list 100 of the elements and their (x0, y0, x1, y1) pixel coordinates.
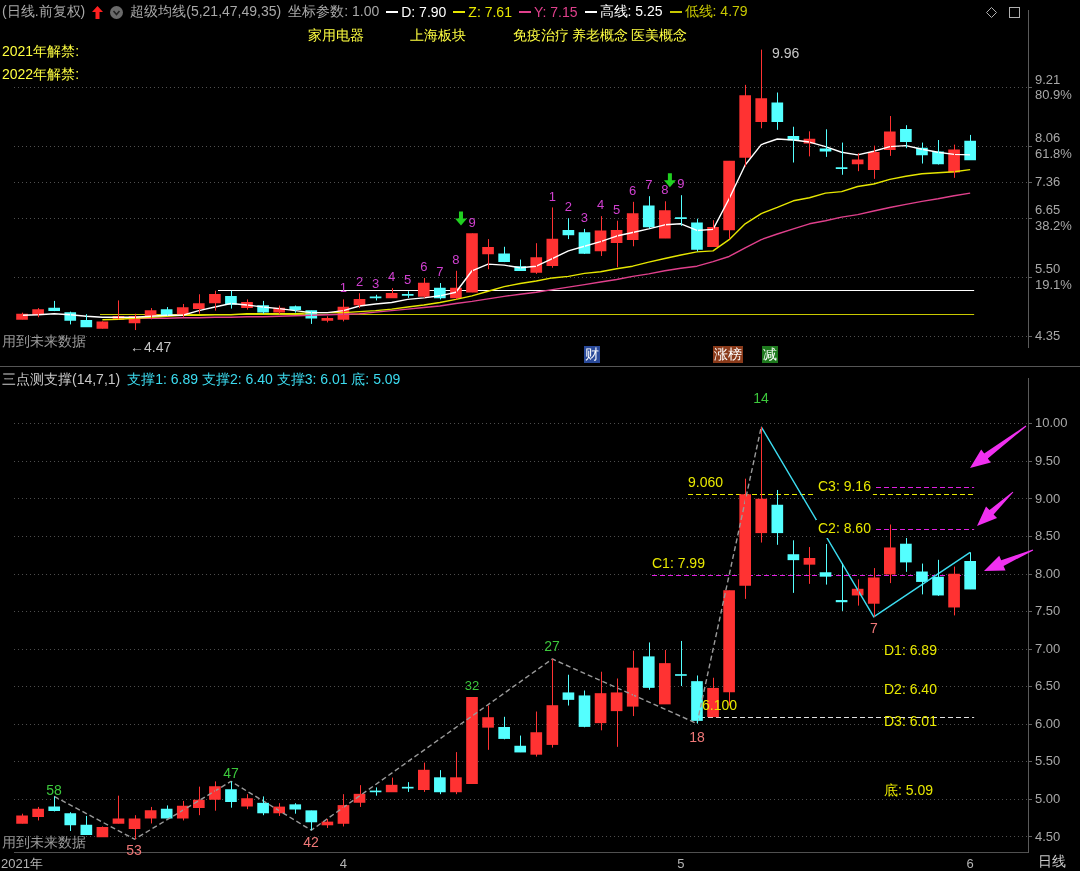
annotation: 53 (126, 842, 142, 859)
annotation: 42 (303, 834, 319, 851)
candlestick (964, 551, 976, 590)
y-tick-label: 6.50 (1035, 678, 1061, 694)
text: 日线 (1038, 853, 1066, 870)
candlestick (498, 716, 510, 740)
text: 1 (548, 188, 556, 204)
candlestick (900, 537, 912, 573)
y-tick-label: 8.00 (1035, 565, 1061, 581)
candlestick (241, 793, 253, 810)
candlestick (900, 124, 912, 149)
y-tick-label: 8.06 61.8% (1035, 130, 1073, 162)
text: 4 (388, 269, 396, 285)
candlestick (819, 128, 832, 158)
candlestick (530, 242, 543, 275)
y-tick-label: 6.65 38.2% (1035, 202, 1073, 234)
chart-title: 超级均线(5,21,47,49,35) (130, 3, 282, 21)
y-tick-label: 7.50 (1035, 603, 1061, 619)
legend-label: Y: 7.15 (532, 4, 578, 20)
candlestick (209, 780, 221, 812)
candlestick (401, 290, 414, 299)
text: 8 (452, 251, 460, 267)
legend-label: 高线: 5.25 (598, 3, 663, 21)
annotation: 47 (223, 765, 239, 782)
candlestick (707, 219, 719, 248)
annotation: D1: 6.89 (884, 642, 937, 659)
x-tick-label: 4 (339, 856, 348, 871)
legend-label: 低线: 4.79 (683, 3, 748, 21)
candlestick (675, 194, 687, 227)
ref-line-label: 9.060 (688, 474, 724, 491)
annotation: 9.96 (772, 45, 800, 62)
annotation: 14 (753, 390, 769, 407)
y-tick-label: 5.50 19.1% (1035, 261, 1073, 292)
candlestick (80, 313, 93, 328)
y-tick-label: 9.50 (1035, 453, 1061, 468)
annotation: 上海板块 (410, 27, 466, 44)
candlestick (562, 674, 575, 707)
annotation: 2022年解禁: (2, 66, 80, 83)
annotation: 财 (584, 346, 600, 363)
candlestick (498, 246, 510, 263)
candlestick (675, 640, 687, 687)
candlestick (305, 810, 318, 831)
candlestick (626, 201, 639, 247)
annotation: 坐标参数: 1.00 (288, 3, 380, 21)
chart-subtitle: (日线.前复权) (2, 3, 86, 21)
candlestick (932, 559, 944, 597)
annotation: 2021年解禁: (2, 43, 80, 60)
candlestick (642, 195, 655, 229)
candlestick (482, 238, 494, 270)
x-tick-label: 2021年 (1, 856, 44, 871)
candlestick (867, 145, 880, 180)
y-tick-label: 4.50 (1035, 828, 1061, 844)
candlestick (417, 277, 430, 299)
y-tick-label: 6.00 (1035, 715, 1061, 731)
candlestick (755, 49, 768, 129)
y-tick-label: 7.00 (1035, 640, 1061, 656)
text: 8 (661, 182, 669, 198)
annotation: 家用电器 (308, 27, 364, 44)
y-tick-label: 8.50 (1035, 528, 1061, 544)
y-tick-label: 7.36 (1035, 174, 1061, 189)
annotation: 27 (544, 638, 560, 655)
candlestick (803, 546, 816, 585)
x-tick-label: 6 (966, 856, 974, 871)
text: 5 (404, 272, 412, 288)
text: 3 (580, 209, 589, 225)
candlestick (176, 800, 189, 821)
y-tick-label: 4.35 (1035, 327, 1061, 343)
annotation: 7 (870, 620, 878, 637)
text: 9 (468, 214, 476, 230)
candlestick (883, 524, 896, 584)
annotation: 底: 5.09 (884, 782, 934, 799)
candlestick (32, 806, 44, 821)
candlestick (225, 780, 237, 809)
annotation: 涨榜 (713, 346, 743, 363)
annotation: 养老概念 (572, 27, 628, 44)
ref-line-label: C1: 7.99 (652, 554, 706, 571)
y-tick-label: 5.00 (1035, 791, 1061, 806)
candlestick (16, 813, 28, 824)
y-tick-label: 10.00 (1035, 415, 1068, 431)
y-tick-label: 5.50 (1035, 753, 1061, 769)
annotation: 18 (689, 729, 705, 746)
candlestick (771, 92, 784, 131)
annotation: 用到未来数据 (2, 834, 86, 851)
candlestick (626, 650, 639, 717)
candlestick (819, 543, 832, 586)
candlestick (209, 290, 221, 312)
candlestick (835, 142, 848, 176)
candlestick (450, 751, 462, 795)
candlestick (417, 762, 430, 793)
text: 6 (420, 259, 428, 275)
y-tick-label: 9.21 80.9% (1035, 71, 1073, 103)
candlestick (659, 649, 671, 705)
candlestick (755, 426, 768, 544)
candlestick (466, 233, 478, 293)
ref-line-label: C3: 9.16 (818, 477, 872, 494)
legend-label: Z: 7.61 (467, 4, 512, 20)
x-tick-label: 5 (677, 856, 685, 871)
candlestick (466, 696, 478, 785)
text: 5 (613, 201, 621, 217)
candlestick (192, 293, 205, 315)
